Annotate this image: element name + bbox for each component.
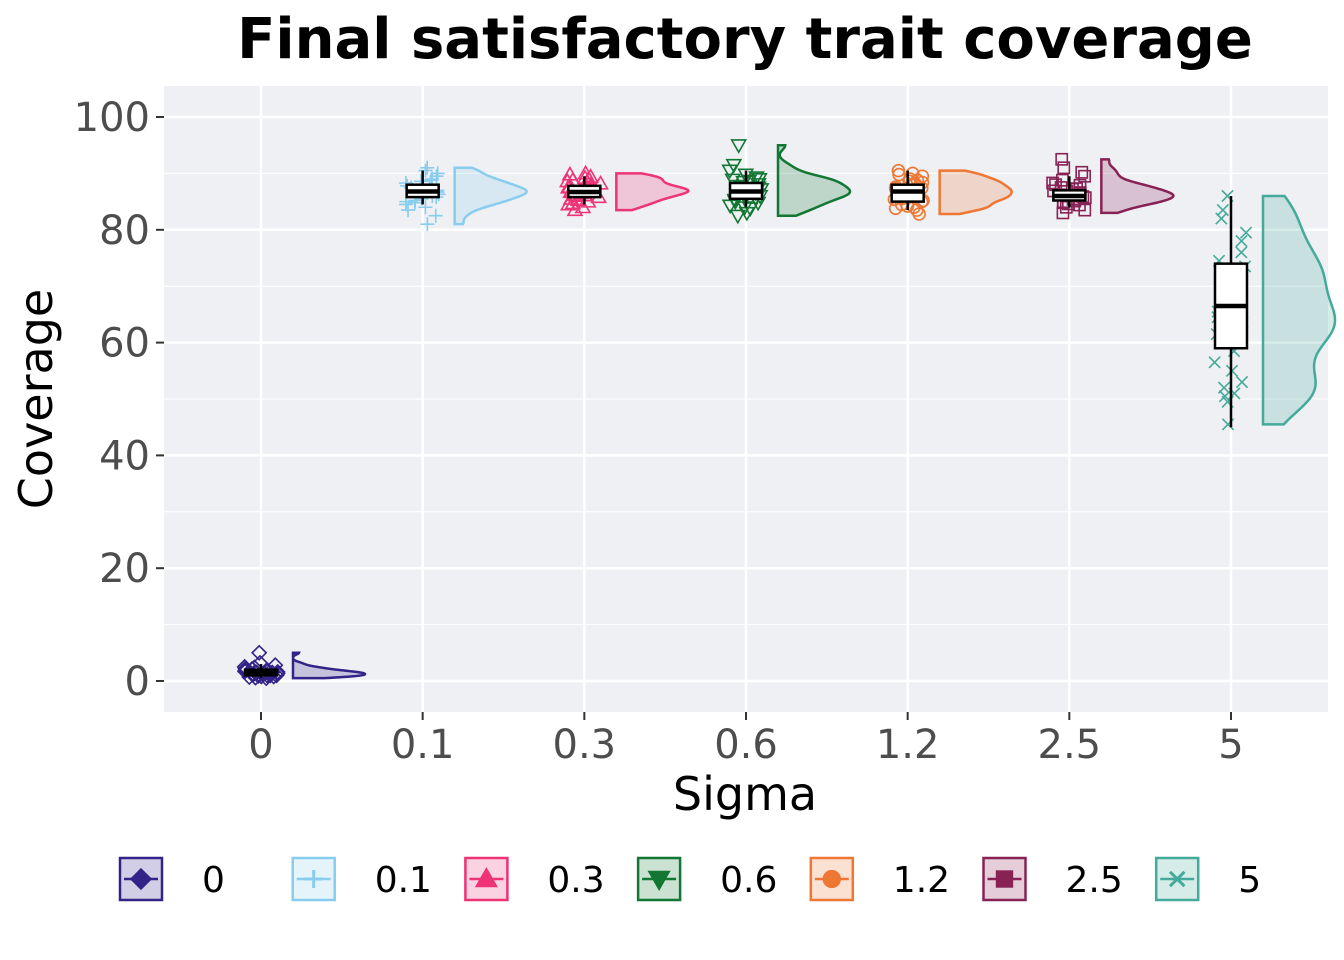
y-tick-label: 80: [99, 208, 150, 254]
box-0: [243, 664, 279, 679]
density-cloud-0.1: [453, 166, 528, 226]
legend-item-0.6: 0.6: [636, 856, 777, 902]
legend-marker: [129, 867, 153, 891]
legend-label: 5: [1238, 860, 1261, 901]
box-1.2: [890, 170, 925, 211]
y-axis-title: Coverage: [9, 289, 63, 509]
data-point: [1235, 234, 1248, 248]
data-point: [251, 644, 268, 661]
legend-item-0.3: 0.3: [464, 856, 605, 902]
density-cloud-0.6: [776, 143, 852, 217]
box-0.1: [405, 170, 440, 205]
data-point: [1239, 226, 1253, 239]
grid: [164, 86, 1328, 712]
data-point: [420, 217, 435, 232]
box-0.6: [728, 170, 764, 208]
legend-item-2.5: 2.5: [982, 856, 1123, 902]
density-clouds: [291, 143, 1337, 680]
data-point: [748, 171, 765, 186]
x-tick-label: 0: [248, 722, 273, 768]
data-point: [430, 166, 445, 181]
legend-label: 1.2: [893, 860, 950, 901]
legend-label: 2.5: [1066, 860, 1123, 901]
data-point: [1055, 152, 1069, 166]
y-axis: 0 20 40 60 80 100: [74, 95, 164, 705]
data-point: [428, 208, 443, 223]
x-axis-title: Sigma: [673, 767, 817, 821]
legend-marker: [995, 870, 1014, 888]
y-tick-label: 40: [99, 433, 150, 479]
legend-item-0.1: 0.1: [291, 856, 432, 902]
x-tick-label: 0.3: [553, 722, 617, 768]
data-point: [892, 167, 906, 182]
legend-item-0: 0: [118, 856, 225, 902]
data-point: [1078, 169, 1091, 183]
x-axis: 0 0.1 0.3 0.6 1.2 2.5 5: [248, 712, 1244, 768]
data-point: [729, 209, 747, 225]
data-point: [730, 139, 748, 154]
legend-marker: [647, 870, 671, 892]
legend-label: 0: [202, 860, 225, 901]
data-point: [1235, 246, 1248, 259]
chart-title: Final satisfactory trait coverage: [237, 7, 1253, 72]
legend-label: 0.6: [720, 860, 777, 901]
box-0.3: [567, 176, 602, 205]
data-point: [1057, 161, 1071, 175]
legend-label: 0.3: [547, 860, 604, 901]
y-tick-label: 60: [99, 321, 150, 367]
density-cloud-5: [1261, 194, 1337, 426]
x-tick-label: 1.2: [876, 722, 940, 768]
data-point: [1075, 165, 1089, 179]
data-point: [1216, 203, 1229, 217]
box-2.5: [1052, 176, 1087, 208]
x-tick-label: 2.5: [1038, 722, 1102, 768]
legend-marker: [822, 869, 841, 889]
legend-marker: [474, 866, 498, 888]
data-point: [418, 200, 433, 215]
data-point: [1046, 176, 1060, 190]
y-tick-label: 20: [99, 546, 150, 592]
legend: 0 0.1 0.3 0.6 1.2 2.5 5: [118, 856, 1261, 902]
data-point: [420, 160, 435, 175]
legend-label: 0.1: [375, 860, 432, 901]
x-tick-label: 0.6: [714, 722, 778, 768]
data-point: [725, 158, 743, 174]
x-tick-label: 5: [1218, 722, 1243, 768]
density-cloud-2.5: [1100, 158, 1175, 215]
data-point: [401, 203, 416, 218]
data-point: [1235, 375, 1249, 389]
legend-item-5: 5: [1154, 856, 1261, 902]
x-tick-label: 0.1: [391, 722, 455, 768]
data-point: [564, 194, 582, 210]
density-cloud-0.3: [615, 172, 690, 212]
y-tick-label: 100: [74, 95, 150, 141]
box-plots: [243, 170, 1249, 679]
density-cloud-0: [291, 651, 367, 680]
data-point: [1208, 356, 1221, 369]
data-point: [1217, 381, 1231, 394]
data-point: [418, 163, 433, 178]
box-5: [1213, 195, 1249, 428]
legend-marker: [1168, 870, 1186, 888]
legend-item-1.2: 1.2: [809, 856, 950, 902]
data-point: [750, 173, 768, 188]
y-tick-label: 0: [125, 659, 150, 705]
density-cloud-1.2: [938, 169, 1013, 216]
legend-marker: [304, 870, 323, 888]
